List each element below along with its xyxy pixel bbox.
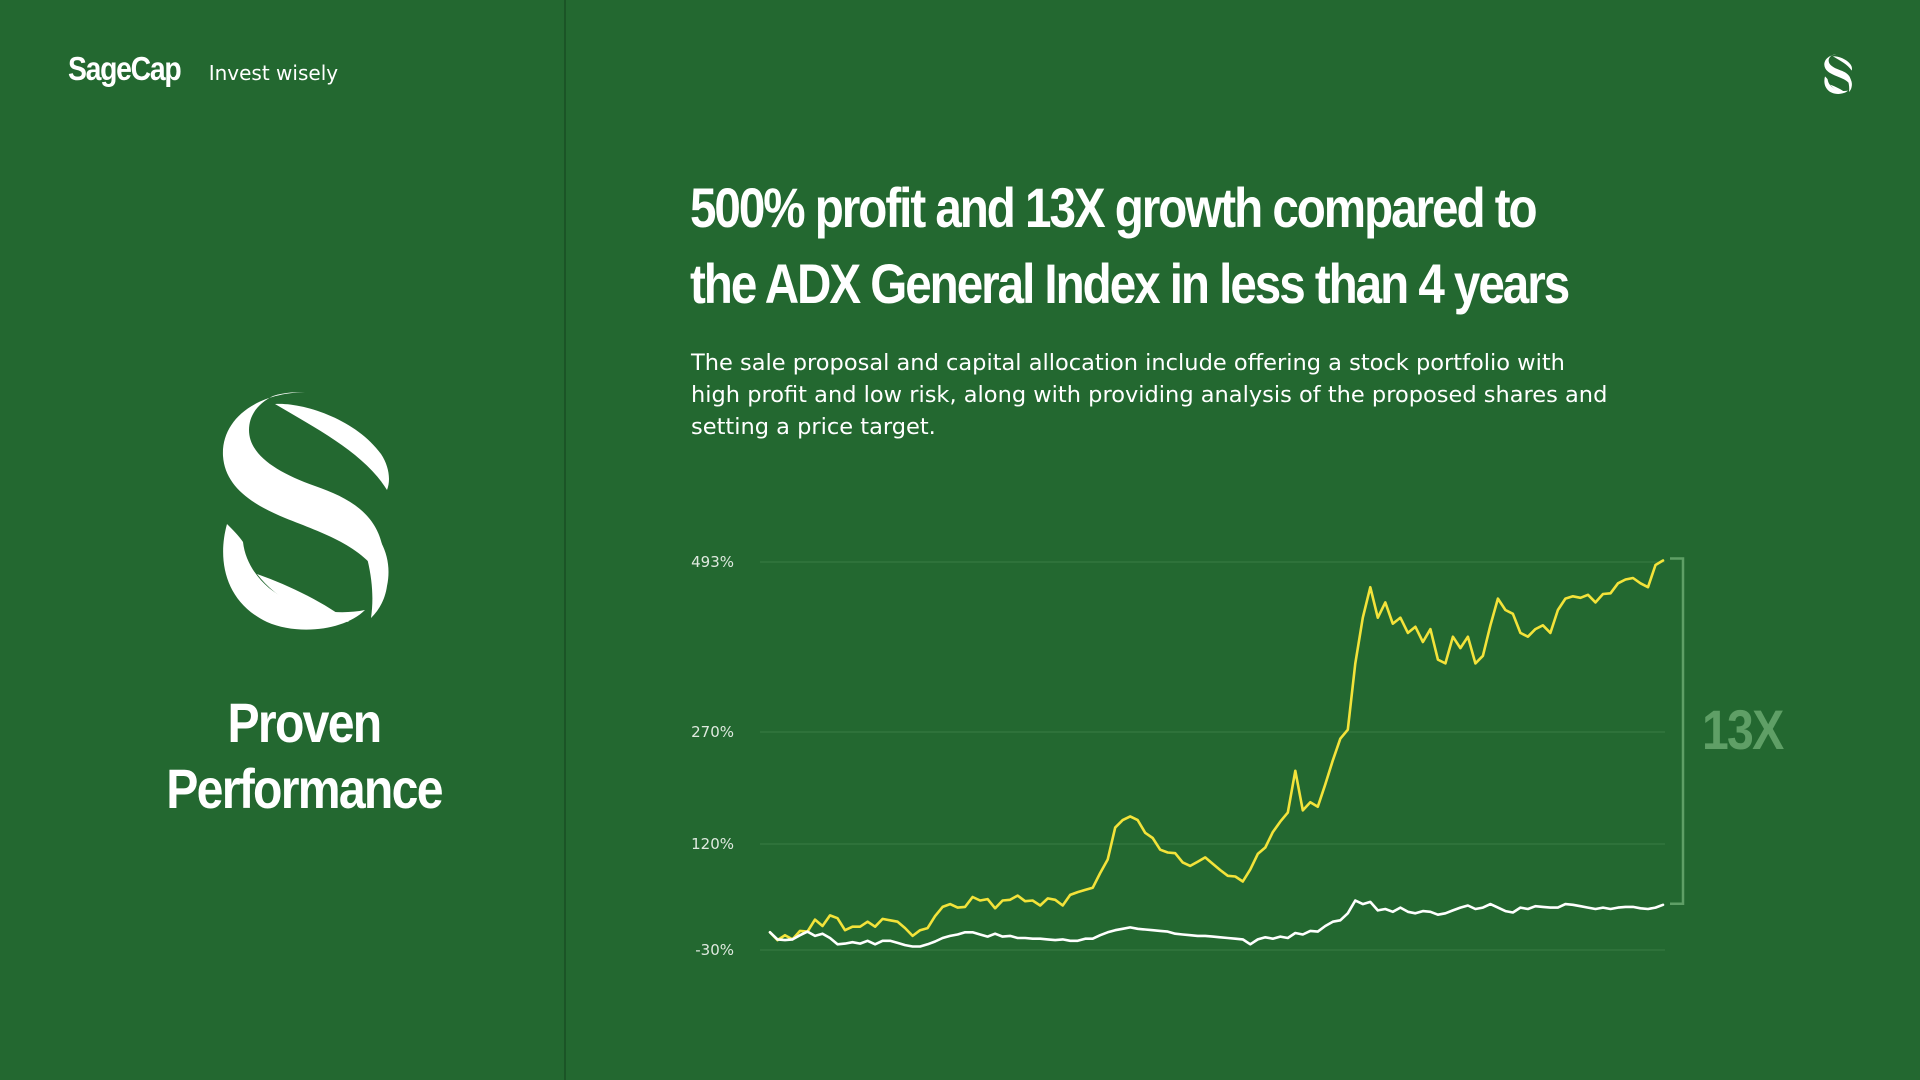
y-tick-label: 493% [691, 553, 734, 571]
growth-bracket [1670, 557, 1685, 906]
description: The sale proposal and capital allocation… [691, 350, 1608, 440]
brand: SageCap Invest wisely [68, 50, 338, 88]
growth-multiplier-label: 13X [1702, 700, 1784, 762]
headline-line2: the ADX General Index in less than 4 yea… [690, 252, 1570, 315]
panel-title-line2: Performance [166, 757, 443, 820]
chart-y-ticks: 493% 270% 120% -30% [691, 553, 734, 959]
chart-series [768, 559, 1665, 948]
headline-line1: 500% profit and 13X growth compared to [690, 176, 1538, 239]
panel-title-line1: Proven [227, 691, 383, 754]
panel-title: Proven Performance [0, 690, 608, 822]
corner-logo-icon [1824, 54, 1852, 94]
brand-name: SageCap [68, 50, 182, 87]
portfolio-line [768, 559, 1665, 942]
chart-gridlines [760, 561, 1665, 951]
chart-growth-bracket: 13X [1670, 557, 1786, 906]
index-line [768, 899, 1665, 948]
y-tick-label: 270% [691, 723, 734, 741]
performance-chart: 493% 270% 120% -30% 13X [691, 553, 1786, 959]
y-tick-label: -30% [695, 941, 734, 959]
headline: 500% profit and 13X growth compared to t… [690, 170, 1840, 322]
sagecap-s-leaf-icon [222, 392, 389, 630]
brand-tagline: Invest wisely [208, 61, 339, 85]
y-tick-label: 120% [691, 835, 734, 853]
left-panel: SageCap Invest wisely Proven Performance [0, 0, 566, 1080]
